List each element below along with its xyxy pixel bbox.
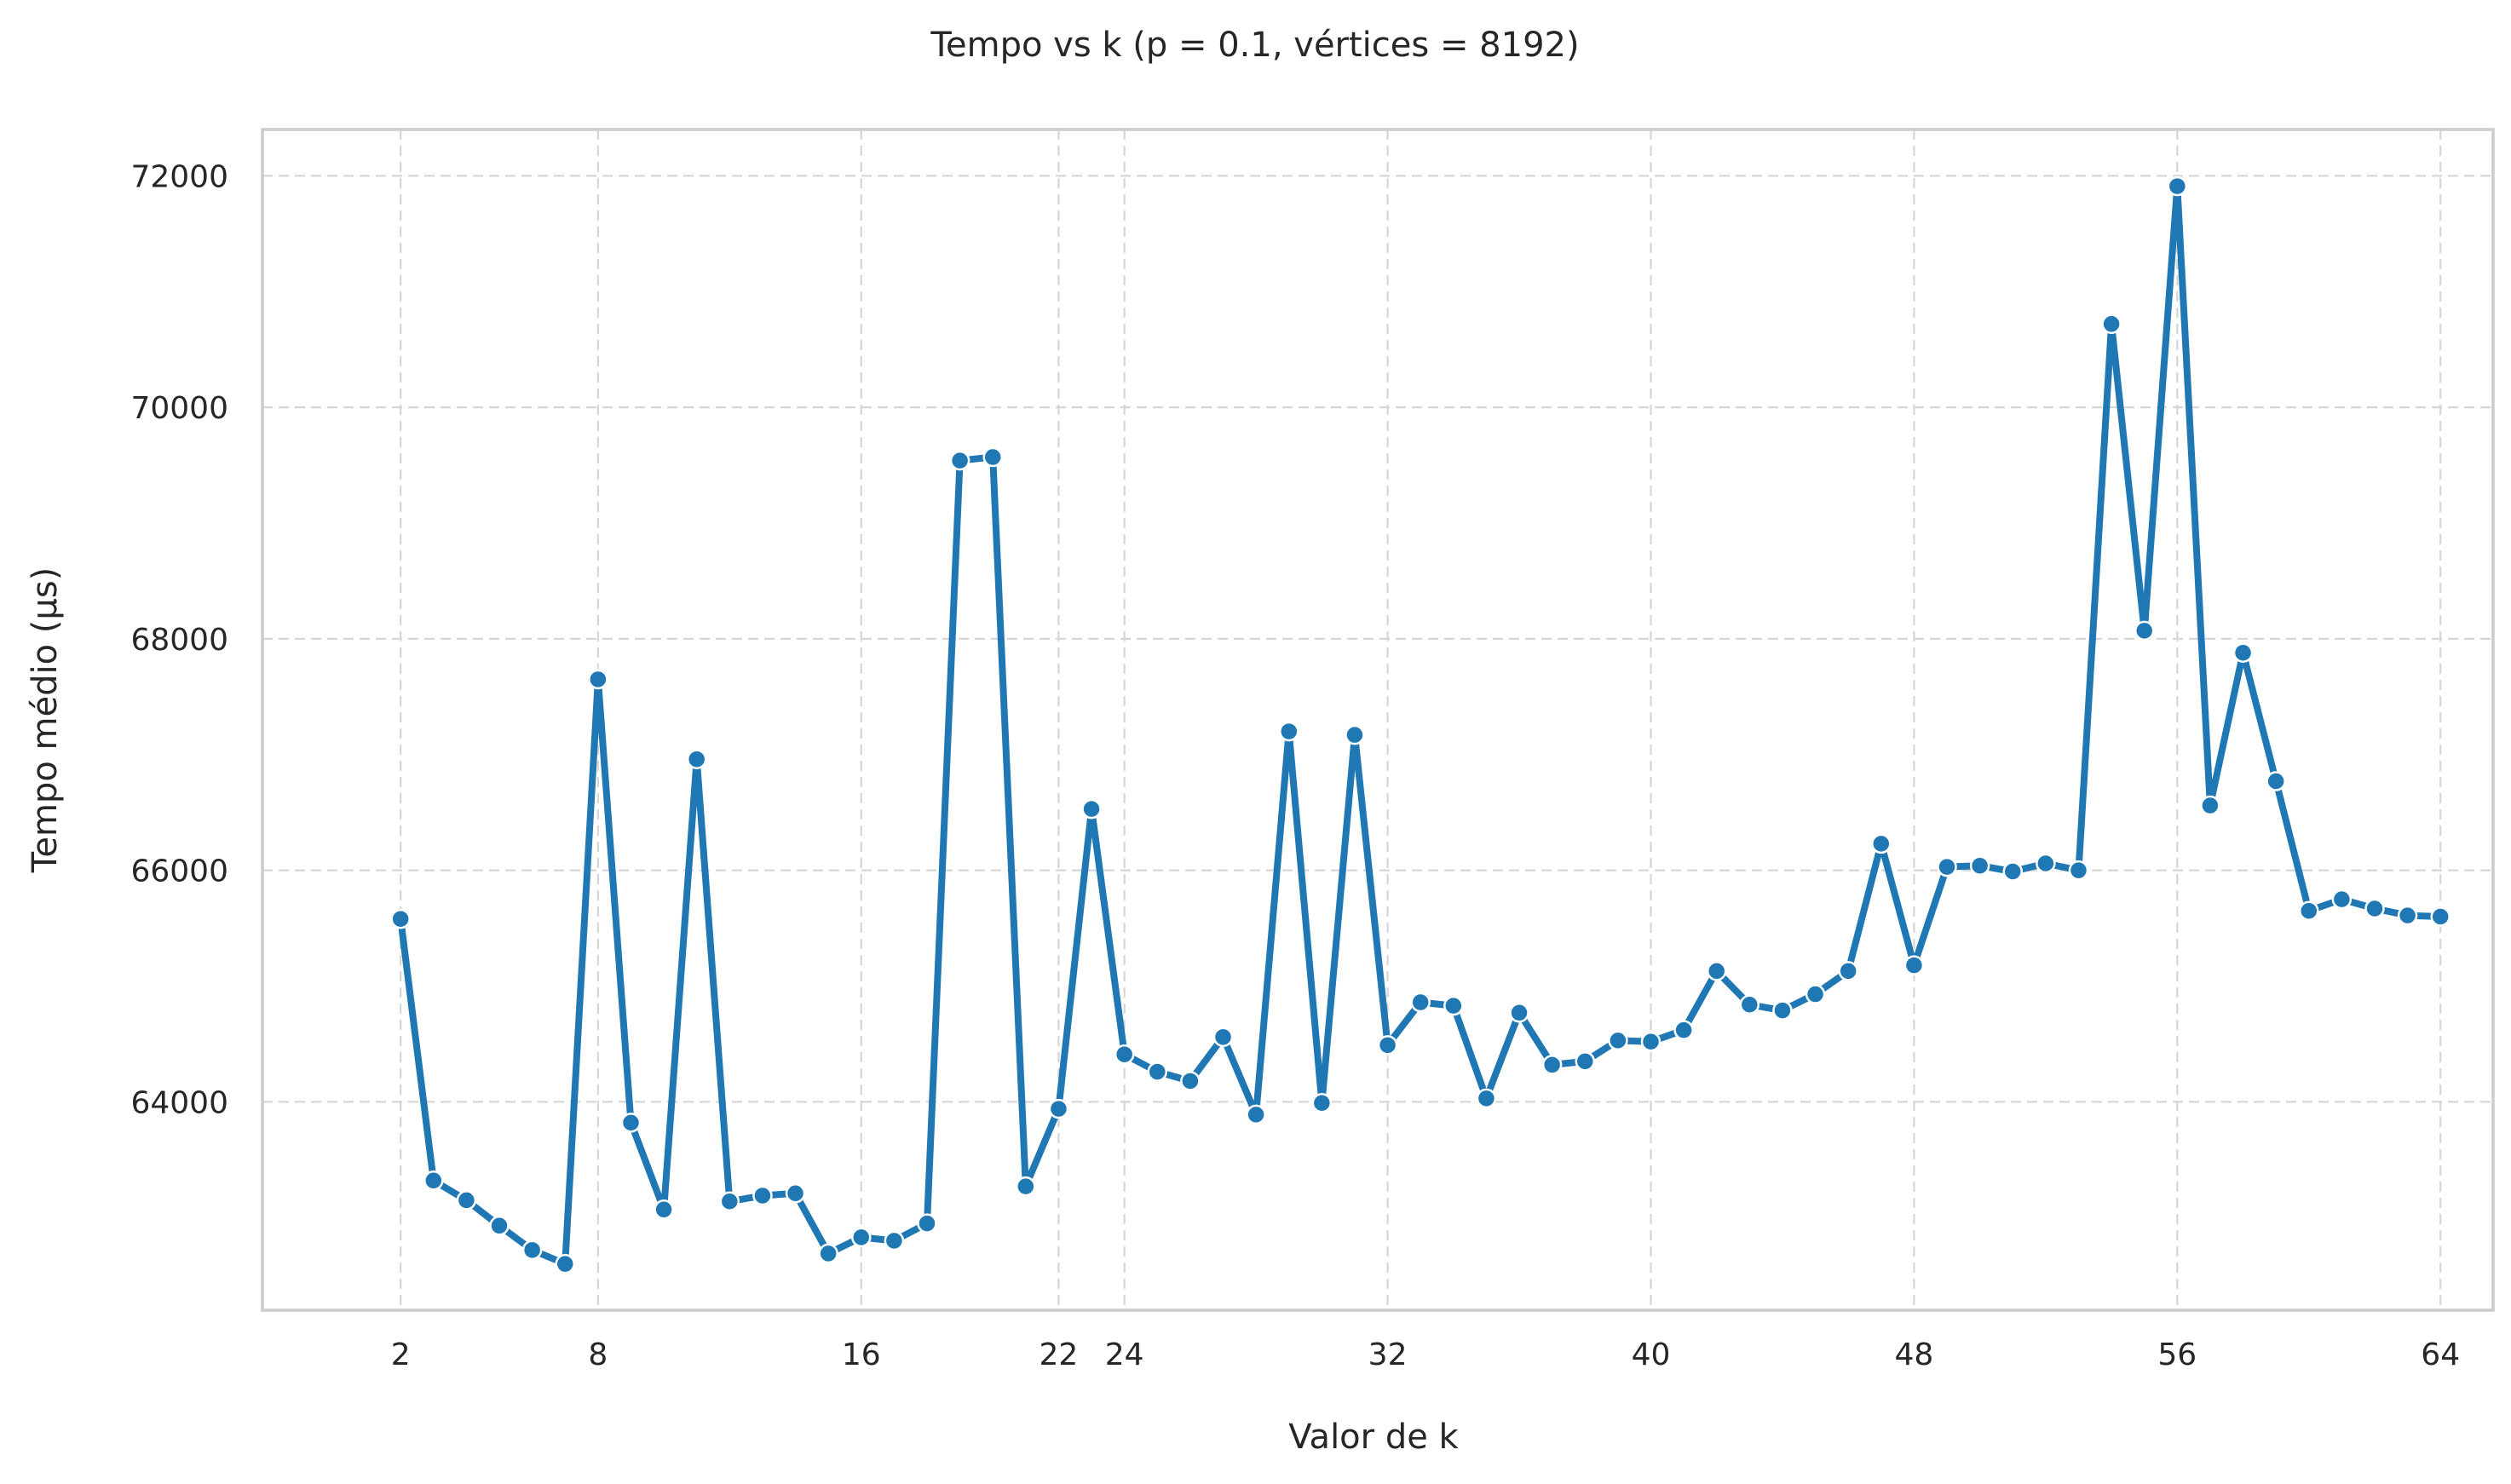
data-point-k42 — [1706, 961, 1727, 981]
data-point-k7 — [555, 1253, 575, 1274]
data-point-k5 — [489, 1216, 510, 1236]
data-point-k58 — [2232, 642, 2254, 663]
data-point-k21 — [1016, 1176, 1036, 1197]
data-point-k9 — [620, 1113, 642, 1133]
x-tick-label-2: 2 — [391, 1337, 411, 1372]
plot-area-frame — [261, 128, 2495, 1312]
data-point-k29 — [1278, 721, 1299, 742]
x-tick-label-56: 56 — [2157, 1337, 2197, 1372]
data-point-k41 — [1673, 1020, 1694, 1040]
data-point-k44 — [1772, 1000, 1793, 1021]
x-tick-label-24: 24 — [1105, 1337, 1144, 1372]
data-point-k64 — [2430, 906, 2451, 927]
data-point-k59 — [2266, 771, 2286, 791]
data-point-k20 — [982, 446, 1003, 468]
data-point-k45 — [1805, 984, 1826, 1004]
chart-title: Tempo vs k (p = 0.1, vértices = 8192) — [930, 26, 1579, 65]
data-point-k33 — [1410, 992, 1431, 1013]
x-tick-label-16: 16 — [842, 1337, 881, 1372]
data-point-k16 — [851, 1227, 872, 1248]
data-point-k27 — [1212, 1027, 1234, 1048]
y-tick-label-64000: 64000 — [130, 1085, 228, 1120]
data-point-k46 — [1838, 961, 1858, 981]
data-point-k36 — [1509, 1003, 1529, 1023]
data-point-k17 — [884, 1230, 905, 1251]
data-point-k38 — [1575, 1051, 1596, 1072]
data-point-k6 — [521, 1240, 543, 1261]
y-tick-label-70000: 70000 — [130, 391, 228, 426]
data-point-k13 — [752, 1185, 773, 1206]
y-tick-label-68000: 68000 — [130, 623, 228, 658]
data-point-k55 — [2134, 620, 2155, 641]
y-axis-label: Tempo médio (µs) — [26, 567, 65, 874]
data-point-k26 — [1180, 1071, 1201, 1091]
data-point-k23 — [1081, 798, 1102, 820]
x-tick-label-32: 32 — [1368, 1337, 1408, 1372]
data-point-k50 — [1969, 855, 1990, 876]
data-point-k60 — [2299, 900, 2319, 921]
data-point-k3 — [423, 1171, 444, 1191]
series-layer — [390, 175, 2451, 1274]
data-point-k52 — [2036, 853, 2056, 874]
x-axis-label: Valor de k — [1288, 1418, 1459, 1457]
data-point-k28 — [1246, 1104, 1266, 1125]
data-point-k32 — [1377, 1035, 1398, 1055]
data-point-k53 — [2068, 860, 2089, 881]
data-point-k12 — [719, 1191, 740, 1212]
data-point-k49 — [1937, 856, 1957, 877]
data-point-k56 — [2167, 175, 2188, 197]
data-point-k25 — [1147, 1061, 1168, 1082]
data-point-k24 — [1114, 1044, 1135, 1065]
data-point-k37 — [1541, 1055, 1563, 1075]
data-point-k47 — [1871, 833, 1892, 854]
data-point-k22 — [1048, 1098, 1069, 1119]
data-point-k8 — [588, 669, 608, 690]
x-tick-label-8: 8 — [588, 1337, 608, 1372]
data-point-k10 — [654, 1199, 674, 1220]
axis-ticks: 2 8 16 22 24 32 40 48 56 64 64000 66000 68000 70000 72… — [130, 159, 2460, 1372]
x-tick-label-48: 48 — [1894, 1337, 1933, 1372]
data-point-k63 — [2397, 905, 2418, 926]
data-point-k54 — [2101, 313, 2122, 335]
data-point-k43 — [1739, 994, 1760, 1015]
data-point-k30 — [1311, 1093, 1333, 1113]
x-tick-label-22: 22 — [1040, 1337, 1079, 1372]
data-point-k19 — [949, 450, 970, 471]
data-point-k57 — [2200, 795, 2220, 816]
data-point-k61 — [2331, 889, 2353, 910]
data-point-k40 — [1640, 1032, 1662, 1052]
x-tick-label-40: 40 — [1632, 1337, 1671, 1372]
data-point-k2 — [390, 908, 411, 929]
data-point-k62 — [2364, 898, 2385, 919]
x-tick-label-64: 64 — [2421, 1337, 2460, 1372]
data-point-k18 — [917, 1213, 937, 1234]
data-point-k31 — [1345, 724, 1365, 745]
data-point-k4 — [456, 1190, 477, 1211]
data-point-k15 — [818, 1243, 838, 1264]
data-point-k34 — [1443, 995, 1464, 1016]
data-point-k35 — [1476, 1088, 1497, 1109]
y-tick-label-72000: 72000 — [130, 159, 228, 194]
data-point-k48 — [1903, 955, 1925, 975]
data-point-k51 — [2002, 861, 2023, 882]
data-point-k11 — [686, 749, 707, 769]
data-point-k14 — [785, 1183, 806, 1204]
y-tick-label-66000: 66000 — [130, 854, 228, 889]
data-point-k39 — [1608, 1030, 1628, 1051]
